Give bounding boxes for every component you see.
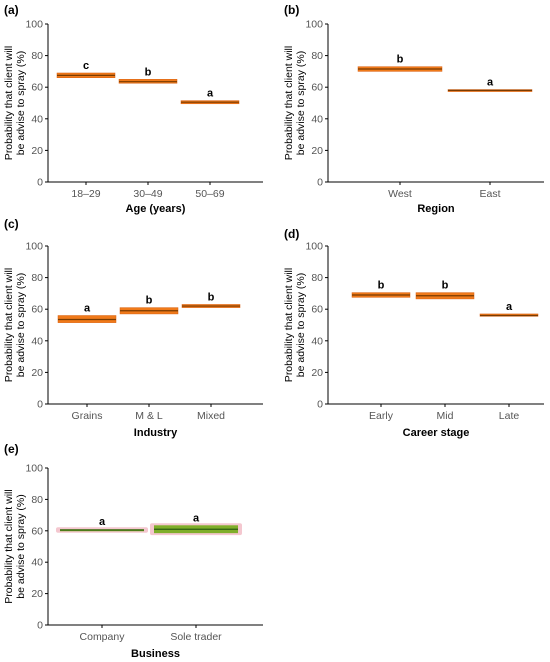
significance-label: a xyxy=(487,77,494,89)
x-tick-label: Late xyxy=(499,410,520,422)
y-axis-label: Probability that client willbe advise to… xyxy=(3,489,27,603)
y-axis-label: Probability that client willbe advise to… xyxy=(3,268,27,382)
y-tick-label: 40 xyxy=(31,113,43,125)
significance-label: a xyxy=(99,516,106,528)
y-tick-label: 20 xyxy=(31,145,43,157)
x-tick-label: Sole trader xyxy=(170,631,222,643)
y-tick-label: 60 xyxy=(31,82,43,94)
panel-label: (e) xyxy=(4,442,19,456)
y-tick-label: 20 xyxy=(311,145,323,157)
y-tick-label: 100 xyxy=(25,241,43,253)
chart-panel-1: (a) Probability that client willbe advise… xyxy=(3,3,263,215)
significance-label: b xyxy=(378,280,385,292)
chart-panel-3: (c) Probability that client willbe advise… xyxy=(3,217,263,439)
significance-label: a xyxy=(84,303,91,315)
x-tick-label: 18–29 xyxy=(71,188,100,200)
chart-panel-2: (b) Probability that client willbe advise… xyxy=(283,3,544,215)
x-tick-label: M & L xyxy=(135,410,163,422)
y-tick-label: 60 xyxy=(311,304,323,316)
significance-label: a xyxy=(193,512,200,524)
significance-label: b xyxy=(442,280,449,292)
y-tick-label: 80 xyxy=(31,272,43,284)
x-tick-label: East xyxy=(479,188,500,200)
y-tick-label: 20 xyxy=(311,367,323,379)
panel-label: (c) xyxy=(4,217,19,231)
y-axis-label: Probability that client willbe advise to… xyxy=(283,268,307,382)
x-axis-label: Industry xyxy=(134,427,178,439)
y-tick-label: 80 xyxy=(31,494,43,506)
x-axis-label: Career stage xyxy=(403,427,470,439)
y-tick-label: 0 xyxy=(37,620,43,632)
y-tick-label: 40 xyxy=(31,557,43,569)
y-tick-label: 100 xyxy=(25,463,43,475)
y-axis-label: Probability that client willbe advise to… xyxy=(283,46,307,160)
y-tick-label: 100 xyxy=(305,19,323,31)
y-tick-label: 20 xyxy=(31,367,43,379)
y-tick-label: 0 xyxy=(317,177,323,189)
x-tick-label: Mid xyxy=(437,410,454,422)
y-tick-label: 100 xyxy=(305,241,323,253)
y-tick-label: 80 xyxy=(311,50,323,62)
x-tick-label: 50–69 xyxy=(195,188,224,200)
y-tick-label: 0 xyxy=(317,399,323,411)
y-tick-label: 80 xyxy=(31,50,43,62)
y-tick-label: 40 xyxy=(311,335,323,347)
significance-label: b xyxy=(145,66,152,78)
significance-label: c xyxy=(83,60,89,72)
y-tick-label: 60 xyxy=(31,525,43,537)
x-tick-label: Mixed xyxy=(197,410,225,422)
panel-label: (a) xyxy=(4,3,19,17)
significance-label: b xyxy=(397,54,404,66)
chart-panel-5: (e) Probability that client willbe advise… xyxy=(3,442,263,660)
y-tick-label: 40 xyxy=(31,335,43,347)
y-axis-label: Probability that client willbe advise to… xyxy=(3,46,27,160)
y-tick-label: 80 xyxy=(311,272,323,284)
x-tick-label: 30–49 xyxy=(133,188,162,200)
y-tick-label: 0 xyxy=(37,177,43,189)
y-tick-label: 40 xyxy=(311,113,323,125)
x-tick-label: Company xyxy=(80,631,126,643)
chart-panel-4: (d) Probability that client willbe advise… xyxy=(283,227,544,439)
x-axis-label: Age (years) xyxy=(126,203,186,215)
y-tick-label: 100 xyxy=(25,19,43,31)
y-tick-label: 60 xyxy=(311,82,323,94)
x-axis-label: Region xyxy=(417,203,455,215)
panel-label: (b) xyxy=(284,3,299,17)
x-tick-label: West xyxy=(388,188,412,200)
x-tick-label: Early xyxy=(369,410,394,422)
x-axis-label: Business xyxy=(131,648,180,660)
y-tick-label: 60 xyxy=(31,304,43,316)
significance-label: a xyxy=(506,301,513,313)
significance-label: b xyxy=(146,295,153,307)
significance-label: b xyxy=(208,291,215,303)
y-tick-label: 20 xyxy=(31,588,43,600)
panel-label: (d) xyxy=(284,227,299,241)
significance-label: a xyxy=(207,88,214,100)
x-tick-label: Grains xyxy=(72,410,103,422)
y-tick-label: 0 xyxy=(37,399,43,411)
